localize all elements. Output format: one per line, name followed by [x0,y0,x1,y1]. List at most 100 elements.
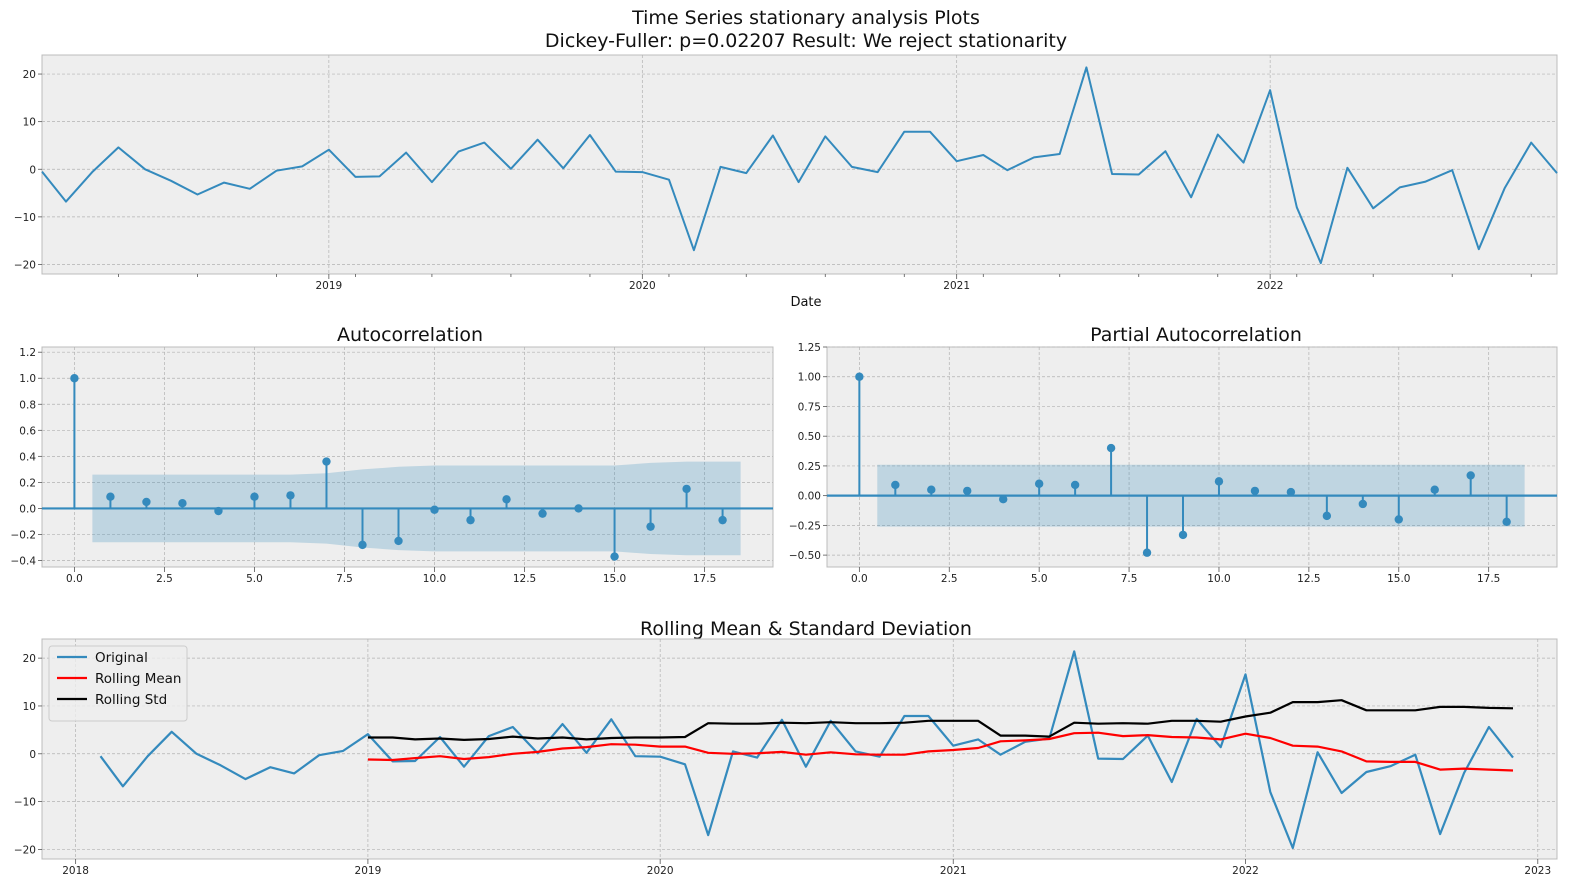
pacf-stem-marker [1466,471,1475,480]
ts-ytick-label: 0 [29,164,36,176]
pacf-stem-marker [1142,548,1152,557]
acf-xtick-label: 15.0 [603,573,626,585]
pacf-stem-marker [1286,487,1296,497]
acf-stem-marker [358,540,367,550]
ts-xtick-label: 2020 [629,280,656,292]
ts-xlabel: Date [790,295,821,310]
roll-ytick-label: 20 [23,653,36,665]
ts-ytick-label: 20 [23,69,36,81]
acf-stem-marker [70,374,79,383]
roll-ytick-label: 0 [29,749,36,761]
acf-stem-marker [178,499,187,508]
acf-xtick-label: 17.5 [693,573,716,585]
pacf-xtick-label: 2.5 [941,573,958,585]
legend-label-rolling-std: Rolling Std [95,692,167,708]
ts-axes-background [41,54,1558,275]
pacf-stem-marker [1502,517,1511,527]
roll-xtick-label: 2019 [355,865,382,877]
pacf-xtick-label: 12.5 [1297,573,1320,585]
pacf-xtick-label: 5.0 [1031,573,1048,585]
figure-title: Time Series stationary analysis Plots [631,7,980,29]
acf-stem-marker [610,552,619,561]
acf-ytick-label: 1.2 [19,347,36,359]
pacf-stem-marker [927,485,936,494]
acf-ytick-label: 0.2 [19,477,36,489]
acf-xtick-label: 10.0 [423,573,446,585]
pacf-xtick-label: 7.5 [1121,573,1138,585]
ts-xtick-label: 2021 [943,280,970,292]
ts-xtick-label: 2019 [315,280,342,292]
pacf-stem-marker [1322,511,1332,521]
pacf-xtick-label: 17.5 [1477,573,1500,585]
ts-ytick-label: 10 [23,117,36,129]
time-series-plot: −20 −10 0 10 20 2019 2020 2021 2022 [14,54,1558,292]
acf-stem-marker [394,536,403,546]
acf-stem-marker [142,497,151,507]
acf-stem-marker [502,495,511,504]
acf-ytick-label: 0.4 [19,451,36,463]
pacf-ytick-label: −0.25 [789,520,821,532]
rolling-stats-plot: −20 −10 0 10 20 2018 2019 2020 2021 2022 2023 Origi… [14,638,1558,877]
ts-ytick-label: −10 [14,212,36,224]
ts-xtick-label: 2022 [1257,280,1284,292]
acf-ytick-label: 0.8 [19,399,36,411]
rolling-title: Rolling Mean & Standard Deviation [640,618,972,640]
pacf-axes-background [826,346,1558,568]
roll-rolling-std-line [367,699,1514,742]
acf-stem-marker [682,484,691,494]
acf-stem-marker [466,515,475,525]
acf-xtick-label: 2.5 [156,573,173,585]
pacf-stem-marker [1430,485,1439,494]
acf-xtick-label: 0.0 [66,573,83,585]
pacf-ytick-label: 0.75 [798,401,821,413]
pacf-stem-marker [1214,477,1224,486]
pacf-stem-marker [1358,499,1368,509]
pacf-xtick-label: 0.0 [851,573,868,585]
ts-series-line [41,66,1558,265]
acf-stem-marker [286,491,295,500]
partial-autocorrelation-plot: −0.50 −0.25 0.00 0.25 0.50 0.75 1.00 1.25 0.0 2.5… [789,342,1558,585]
autocorrelation-plot: −0.4 −0.2 0.0 0.2 0.4 0.6 0.8 1.0 1.2 0.0 2.5 5.0 7.… [11,346,774,585]
roll-ytick-label: 10 [23,701,36,713]
ts-ytick-label: −20 [14,259,36,271]
acf-stem-marker [106,492,115,501]
roll-axes-background [41,638,1558,860]
acf-stem-marker [250,492,259,501]
figure-subtitle: Dickey-Fuller: p=0.02207 Result: We reje… [545,30,1067,52]
legend-label-rolling-mean: Rolling Mean [95,671,181,687]
pacf-ytick-label: 0.00 [798,491,821,503]
pacf-stem-marker [1178,530,1188,540]
acf-stem-marker [718,515,727,525]
pacf-ytick-label: 0.50 [798,431,821,443]
pacf-stem-marker [1106,443,1116,453]
pacf-stem-marker [999,495,1008,504]
acf-title: Autocorrelation [337,324,483,346]
acf-stem-marker [430,505,439,514]
pacf-ytick-label: −0.50 [789,550,821,562]
acf-ytick-label: −0.2 [11,529,37,541]
roll-xtick-label: 2018 [62,865,89,877]
legend-box [48,645,188,722]
pacf-stem-marker [963,486,972,496]
pacf-ytick-label: 1.25 [798,342,821,354]
roll-rolling-mean-line [367,731,1514,772]
acf-xtick-label: 12.5 [513,573,536,585]
acf-xtick-label: 7.5 [336,573,353,585]
pacf-stem-marker [1250,486,1260,496]
roll-xtick-label: 2023 [1524,865,1551,877]
acf-ytick-label: 0.0 [19,503,36,515]
acf-stem-marker [538,509,547,518]
roll-ytick-label: −10 [14,797,36,809]
pacf-stem-marker [855,372,864,381]
acf-ytick-label: −0.4 [11,555,37,567]
pacf-stem-marker [1070,480,1080,490]
pacf-stem-marker [891,480,900,490]
pacf-title: Partial Autocorrelation [1090,324,1302,346]
pacf-ytick-label: 0.25 [798,461,821,473]
acf-stem-marker [646,522,655,531]
roll-original-line [99,650,1514,850]
acf-stem-marker [214,506,223,516]
pacf-xtick-label: 15.0 [1387,573,1410,585]
acf-stem-marker [322,457,331,466]
